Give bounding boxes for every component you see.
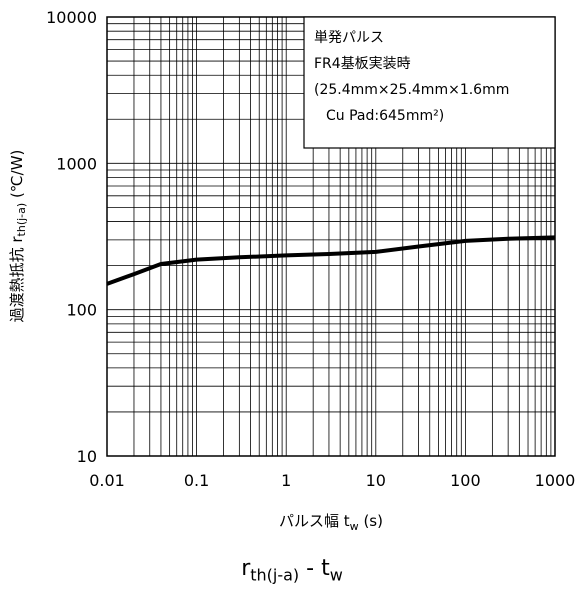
y-tick-labels: 10 100 1000 10000 <box>46 8 97 466</box>
x-tick-label: 1 <box>281 471 291 490</box>
y-tick-label: 10 <box>77 447 97 466</box>
x-tick-labels: 0.01 0.1 1 10 100 1000 <box>89 471 575 490</box>
thermal-resistance-chart: 0.01 0.1 1 10 100 1000 10 100 1000 10000 単発パルス F… <box>8 8 575 533</box>
x-tick-label: 100 <box>450 471 481 490</box>
x-tick-label: 10 <box>366 471 386 490</box>
annotation-line-4: Cu Pad:645mm²) <box>326 108 444 124</box>
x-axis-label: パルス幅 tw (s) <box>279 512 383 533</box>
annotation-line-1: 単発パルス <box>314 30 384 46</box>
chart-caption: rth(j-a) - tw <box>241 556 343 585</box>
y-tick-label: 1000 <box>56 154 97 173</box>
annotation-line-3: (25.4mm×25.4mm×1.6mm <box>314 82 509 98</box>
x-tick-label: 0.1 <box>184 471 209 490</box>
y-axis-label: 過渡熱抵抗 rth(j-a) (℃/W) <box>8 150 28 323</box>
y-tick-label: 10000 <box>46 8 97 27</box>
annotation-line-2: FR4基板実装時 <box>314 55 411 72</box>
y-tick-label: 100 <box>66 301 97 320</box>
annotation-box: 単発パルス FR4基板実装時 (25.4mm×25.4mm×1.6mm Cu P… <box>303 16 556 149</box>
x-tick-label: 0.01 <box>89 471 125 490</box>
grid <box>107 17 555 456</box>
series-line-rth <box>106 235 556 286</box>
x-tick-label: 1000 <box>535 471 576 490</box>
